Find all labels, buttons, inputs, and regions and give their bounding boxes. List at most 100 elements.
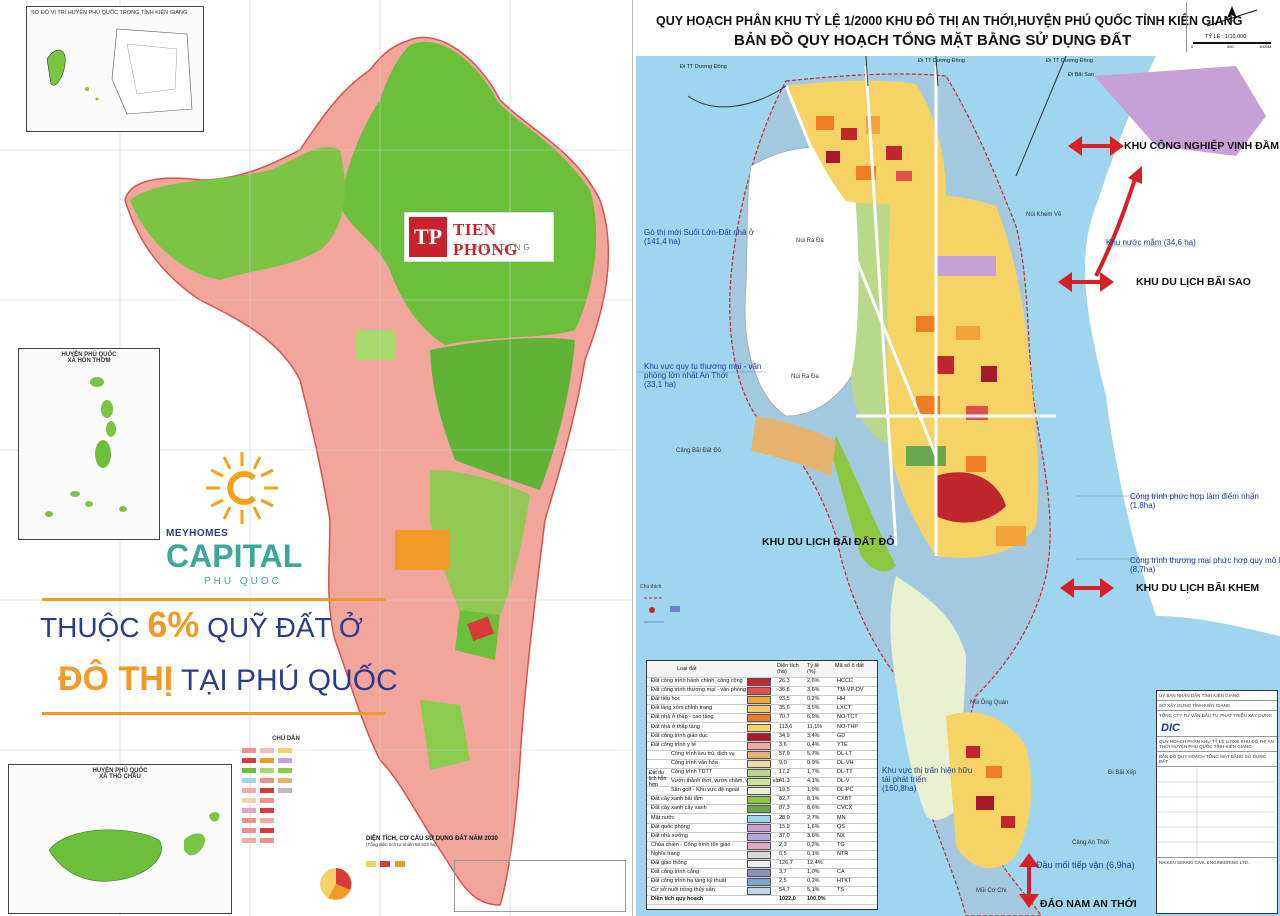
table-cell-code: NX [837, 832, 845, 839]
green-south-patches [430, 470, 530, 650]
table-cell-code: DL-PC [837, 787, 854, 794]
land-use-chart-block: DIỆN TÍCH, CƠ CẤU SỬ DỤNG ĐẤT NĂM 2030 (… [320, 836, 498, 912]
right-header: QUY HOẠCH PHÂN KHU TỶ LỆ 1/2000 KHU ĐÔ T… [636, 0, 1280, 57]
table-total-name: Diện tích quy hoạch [651, 896, 704, 903]
table-cell-code: DL-V [837, 778, 850, 785]
table-color-swatch [747, 696, 771, 705]
table-color-swatch [747, 869, 771, 878]
table-cell-pct: 1,9% [807, 787, 820, 794]
table-cell-code: HCCC [837, 678, 853, 684]
table-cell-name: Đất công trình hạ tầng kỹ thuật [651, 878, 727, 885]
east-land [1085, 56, 1280, 636]
table-color-swatch [747, 814, 771, 823]
table-row: Đất cây xanh bãi tắm 82,7 8,1% CXBT [647, 795, 877, 806]
table-cell-area: 19,5 [779, 787, 790, 794]
table-cell-pct: 12,4% [807, 860, 823, 866]
label-existing-town-sub2: (160,8ha) [882, 784, 917, 793]
table-color-swatch [747, 887, 771, 896]
meyhomes-logo: MEYHOMES CAPITAL PHU QUOC [160, 448, 330, 593]
light-green-zone [355, 330, 395, 360]
table-cell-name: Đất công trình y tế [651, 741, 696, 748]
headline-line2: ĐÔ THỊ TẠI PHÚ QUỐC [58, 660, 398, 699]
title-block-line4: QUY HOẠCH PHÂN KHU TỶ LỆ 1/2000 KHU ĐÔ T… [1157, 736, 1277, 751]
table-cell-name: Công trình văn hóa [671, 759, 718, 766]
table-cell-pct: 8,1% [807, 796, 820, 803]
tho-chau-subtitle: XÃ THỔ CHÂU [99, 774, 141, 780]
legend-note-title: Chú thích [640, 584, 662, 590]
south-green-zone [890, 576, 966, 820]
callout-arrows [1019, 136, 1142, 908]
label-logistics: Đầu mối tiếp vận (6,9ha) [1036, 860, 1135, 870]
table-cell-pct: 2,6% [807, 678, 820, 684]
table-cell-code: CXBT [837, 796, 852, 803]
table-color-swatch [747, 687, 771, 696]
table-cell-area: 41,3 [779, 778, 790, 785]
industrial-zone [1094, 66, 1266, 156]
table-total-area: 1022,0 [779, 896, 796, 903]
label-nuoc-mam-sub: (34,6 ha) [1163, 238, 1196, 247]
table-cell-area: 126,7 [779, 860, 793, 866]
headline-line2b: TẠI PHÚ QUỐC [173, 664, 398, 697]
label-existing-town: Khu vực thị trấn hiện hữu tái phát triển(… [882, 766, 972, 793]
table-color-swatch [747, 723, 771, 732]
table-cell-name: Đất giao thông [651, 860, 687, 866]
table-cell-name: Sân golf - Khu vực đệ ngoài [671, 787, 740, 794]
table-color-swatch [747, 823, 771, 832]
table-cell-pct: 0,4% [807, 741, 820, 748]
label-large-commerce-sub: (8,7ha) [1130, 565, 1156, 574]
table-cell-code: TM-VP-DV [837, 687, 864, 694]
road-label-4: Đi Bãi Sao [1068, 72, 1094, 78]
table-cell-name: Đất cây xanh cây xanh [651, 805, 707, 812]
table-cell-code: NO-THP [837, 723, 859, 730]
table-cell-name: Đất quốc phòng [651, 823, 690, 830]
table-cell-pct: 4,1% [807, 778, 820, 785]
place-label-3: Cảng Bãi Đất Đỏ [676, 448, 722, 454]
callout-dao-nam-an-thoi: ĐẢO NAM AN THỚI [1040, 898, 1137, 910]
road-label-3: Đi TT Dương Đông [1046, 58, 1093, 64]
table-row: Đất công trình y tế 3,6 0,4% YTE [647, 741, 877, 751]
hon-thom-islands [45, 377, 127, 517]
table-cell-name: Cơ sở nuôi trồng thủy sản [651, 887, 715, 894]
table-cell-area: 54,7 [779, 887, 790, 894]
red-zone [467, 616, 495, 641]
label-landmark-complex-sub: (1,8ha) [1130, 501, 1156, 510]
label-nuoc-mam: Khu nước mắm (34,6 ha) [1106, 238, 1196, 247]
table-color-swatch [747, 796, 771, 805]
place-label-8: Mũi Cơ Chi [976, 888, 1007, 894]
table-cell-pct: 3,6% [807, 687, 820, 694]
table-cell-name: Đất nhà ở thấp tầng [651, 723, 700, 730]
title-block: ỦY BAN NHÂN DÂN TỈNH KIÊN GIANG SỞ XÂY D… [1156, 690, 1278, 914]
tien-phong-sub: HOLDING [475, 243, 533, 252]
table-cell-pct: 8,6% [807, 805, 820, 812]
headline-line2a: ĐÔ THỊ [58, 660, 174, 698]
beach-green [831, 436, 896, 572]
table-color-swatch [747, 832, 771, 841]
table-cell-area: 87,3 [779, 805, 790, 812]
legend-note-symbols [644, 597, 680, 623]
table-color-swatch [747, 741, 771, 750]
table-total-pct: 100,0% [807, 896, 826, 903]
table-cell-code: NTR [837, 850, 849, 857]
table-cell-pct: 0,1% [807, 850, 820, 857]
south-town-blocks [966, 746, 1015, 828]
label-large-commerce-text: Công trình thương mại phức hợp quy mô lớ… [1130, 556, 1280, 565]
table-cell-pct: 11,1% [807, 723, 823, 730]
table-color-swatch [747, 769, 771, 777]
green-forest-north [340, 41, 597, 345]
left-legend-title: CHÚ DẪN [272, 736, 300, 742]
table-cell-code: DL-LT [837, 750, 852, 757]
table-row: Công trình lưu trú, dịch vụ 57,9 5,7% DL-LT [647, 750, 877, 760]
road-label-2: Đi TT Dương Đông [918, 58, 965, 64]
an-thoi-planning-map: QUY HOẠCH PHÂN KHU TỶ LỆ 1/2000 KHU ĐÔ T… [636, 0, 1280, 916]
table-cell-area: 2,3 [779, 841, 787, 848]
meyhomes-line1: MEYHOMES [166, 528, 229, 539]
hon-thom-inset: HUYỆN PHÚ QUỐC XÃ HÒN THƠM [18, 348, 160, 540]
label-logistics-text: Đầu mối tiếp vận [1036, 860, 1104, 870]
location-inset-map [46, 28, 193, 115]
meyhomes-line3: PHU QUOC [204, 576, 282, 587]
label-landmark-complex: Công trình phức hợp làm điểm nhấn (1,8ha) [1130, 492, 1259, 510]
tien-phong-emblem: TP [409, 217, 447, 257]
table-cell-code: LXCT [837, 705, 852, 712]
table-cell-name: Đất công trình giáo dục [651, 732, 708, 739]
table-header-area: Diện tích (ha) [777, 663, 799, 675]
